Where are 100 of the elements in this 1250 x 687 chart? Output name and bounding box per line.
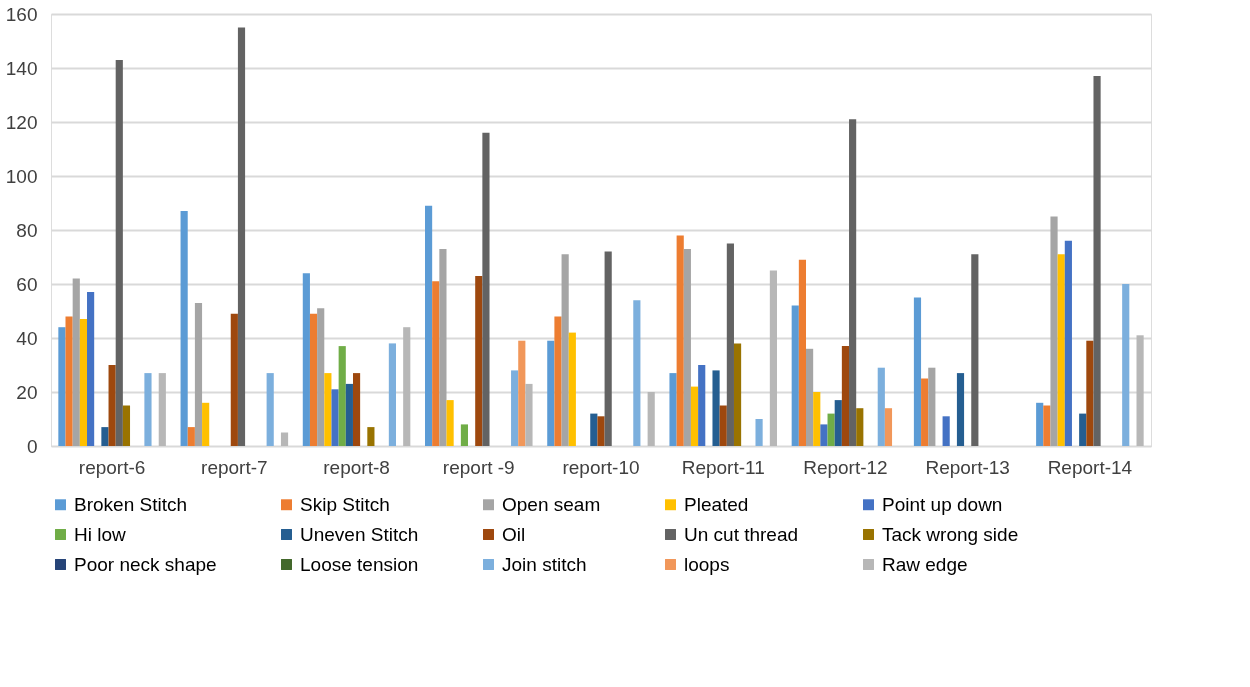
bar bbox=[511, 370, 519, 446]
legend-label: Uneven Stitch bbox=[300, 523, 419, 545]
bar bbox=[403, 327, 411, 446]
legend-label: Loose tension bbox=[300, 553, 419, 575]
bar bbox=[849, 119, 857, 446]
y-tick-label: 120 bbox=[5, 111, 38, 133]
y-tick-label: 140 bbox=[5, 57, 38, 79]
legend-label: Pleated bbox=[684, 493, 749, 515]
bar bbox=[331, 389, 339, 446]
bar bbox=[561, 254, 569, 446]
x-tick-label: report -9 bbox=[442, 456, 515, 478]
bar bbox=[1057, 254, 1065, 446]
bar bbox=[647, 392, 655, 446]
bar bbox=[698, 365, 706, 446]
bar bbox=[921, 378, 929, 446]
y-tick-label: 80 bbox=[16, 219, 38, 241]
bar bbox=[956, 373, 965, 446]
y-tick-label: 0 bbox=[26, 435, 38, 457]
bar bbox=[590, 413, 598, 446]
bar bbox=[115, 59, 123, 446]
bar bbox=[769, 270, 777, 446]
bar bbox=[367, 427, 375, 446]
bar bbox=[87, 292, 95, 446]
bar bbox=[856, 408, 864, 446]
bar bbox=[547, 340, 555, 446]
bar bbox=[302, 273, 310, 446]
bar bbox=[633, 300, 641, 446]
bar bbox=[676, 235, 684, 446]
legend-label: Oil bbox=[502, 523, 526, 545]
bar bbox=[712, 370, 720, 446]
bar bbox=[928, 367, 936, 446]
bar bbox=[791, 305, 799, 446]
x-tick-label: Report-13 bbox=[925, 456, 1010, 478]
bar bbox=[101, 427, 109, 446]
bar bbox=[1136, 335, 1144, 446]
bar bbox=[726, 243, 734, 446]
bar bbox=[806, 348, 814, 446]
y-tick-label: 20 bbox=[16, 381, 38, 403]
legend-label: Un cut thread bbox=[684, 523, 799, 545]
bar bbox=[798, 259, 807, 446]
bar bbox=[913, 297, 922, 446]
bar bbox=[345, 383, 353, 446]
bar bbox=[683, 248, 691, 446]
bar bbox=[884, 408, 893, 446]
bar bbox=[554, 316, 562, 446]
bar bbox=[813, 392, 821, 446]
x-tick-label: Report-12 bbox=[803, 456, 888, 478]
bar bbox=[971, 254, 979, 446]
x-tick-label: report-8 bbox=[323, 456, 390, 478]
bar bbox=[1050, 216, 1058, 446]
y-tick-label: 160 bbox=[5, 3, 38, 25]
bar bbox=[755, 419, 763, 446]
bar bbox=[122, 405, 131, 446]
legend-label: Hi low bbox=[74, 523, 127, 545]
x-tick-label: report-10 bbox=[562, 456, 640, 478]
bar bbox=[604, 251, 612, 446]
bar bbox=[352, 373, 361, 446]
bar bbox=[309, 313, 318, 446]
legend-label: Point up down bbox=[882, 493, 1003, 515]
bar bbox=[820, 424, 828, 446]
bar bbox=[597, 416, 605, 446]
bar bbox=[1086, 340, 1094, 446]
bar bbox=[1064, 240, 1072, 446]
bar bbox=[834, 400, 842, 446]
bar bbox=[338, 346, 346, 446]
bar bbox=[317, 308, 325, 446]
legend-label: Tack wrong side bbox=[882, 523, 1019, 545]
bar bbox=[180, 211, 188, 446]
bar bbox=[719, 405, 727, 446]
bar bbox=[144, 373, 152, 446]
legend-label: Skip Stitch bbox=[300, 493, 390, 515]
bar bbox=[841, 346, 850, 446]
x-tick-label: report-7 bbox=[201, 456, 268, 478]
bar bbox=[194, 302, 203, 446]
bar bbox=[669, 373, 677, 446]
bar bbox=[280, 432, 289, 446]
legend-label: Broken Stitch bbox=[74, 493, 187, 515]
bar bbox=[1036, 402, 1044, 446]
bar bbox=[425, 205, 433, 446]
bar bbox=[266, 373, 274, 446]
bar bbox=[568, 332, 576, 446]
bar bbox=[187, 427, 195, 446]
bar bbox=[202, 402, 210, 446]
bar bbox=[1043, 405, 1051, 446]
y-tick-label: 60 bbox=[16, 273, 38, 295]
legend-label: Poor neck shape bbox=[74, 553, 217, 575]
bar bbox=[432, 281, 440, 446]
bar bbox=[518, 340, 526, 446]
bar bbox=[1093, 76, 1101, 446]
bar bbox=[1079, 413, 1087, 446]
bar bbox=[446, 400, 454, 446]
bar bbox=[324, 373, 332, 446]
legend-label: Open seam bbox=[502, 493, 601, 515]
bar bbox=[877, 367, 885, 446]
bar bbox=[460, 424, 469, 446]
bar bbox=[58, 327, 66, 446]
bar bbox=[237, 27, 246, 446]
bar bbox=[72, 278, 80, 446]
x-tick-label: Report-11 bbox=[681, 456, 765, 478]
y-tick-label: 100 bbox=[5, 165, 38, 187]
